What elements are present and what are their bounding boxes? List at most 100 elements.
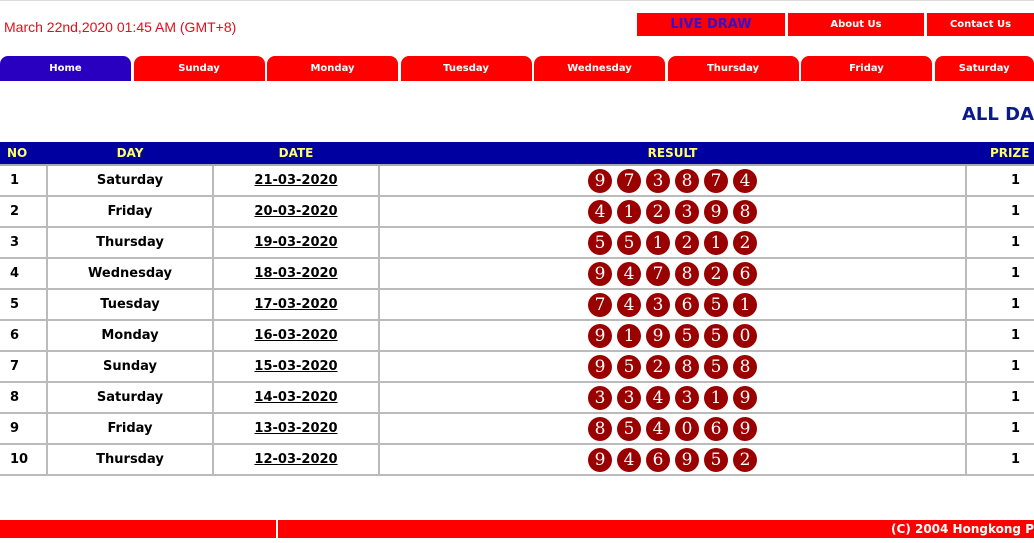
result-ball: 2: [675, 230, 699, 255]
row-date: 21-03-2020: [212, 165, 380, 197]
footer-left: [0, 520, 276, 538]
date-link[interactable]: 16-03-2020: [254, 328, 338, 343]
row-date: 17-03-2020: [212, 289, 380, 321]
result-ball: 9: [646, 323, 670, 348]
row-date: 19-03-2020: [212, 227, 380, 259]
row-no: 4: [0, 258, 48, 290]
result-ball: 4: [617, 292, 641, 317]
row-prize: 1: [965, 413, 1034, 445]
date-link[interactable]: 14-03-2020: [254, 390, 338, 405]
row-date: 13-03-2020: [212, 413, 380, 445]
result-ball: 7: [704, 168, 728, 193]
result-ball: 7: [588, 292, 612, 317]
results-table: NO DAY DATE RESULT PRIZE 1 Saturday 21-0…: [0, 142, 1034, 476]
contact-us-button[interactable]: Contact Us: [927, 13, 1034, 36]
result-ball: 1: [704, 385, 728, 410]
row-no: 8: [0, 382, 48, 414]
result-ball: 4: [646, 416, 670, 441]
row-prize: 1: [965, 227, 1034, 259]
col-no: NO: [0, 142, 47, 166]
result-ball: 5: [704, 292, 728, 317]
result-ball: 5: [675, 323, 699, 348]
row-day: Wednesday: [46, 258, 214, 290]
date-link[interactable]: 12-03-2020: [254, 452, 338, 467]
tab-wednesday[interactable]: Wednesday: [534, 56, 665, 81]
row-date: 16-03-2020: [212, 320, 380, 352]
row-no: 7: [0, 351, 48, 383]
result-ball: 9: [588, 168, 612, 193]
about-us-button[interactable]: About Us: [788, 13, 924, 36]
row-prize: 1: [965, 165, 1034, 197]
footer-right: (C) 2004 Hongkong P: [278, 520, 1034, 538]
row-prize: 1: [965, 351, 1034, 383]
date-link[interactable]: 20-03-2020: [254, 204, 338, 219]
row-day: Tuesday: [46, 289, 214, 321]
result-ball: 5: [617, 354, 641, 379]
row-day: Monday: [46, 320, 214, 352]
current-datetime: March 22nd,2020 01:45 AM (GMT+8): [4, 19, 237, 35]
row-no: 2: [0, 196, 48, 228]
result-ball: 5: [617, 416, 641, 441]
row-day: Friday: [46, 413, 214, 445]
result-ball: 9: [588, 261, 612, 286]
result-ball: 5: [588, 230, 612, 255]
result-ball: 1: [646, 230, 670, 255]
row-day: Saturday: [46, 165, 214, 197]
result-ball: 8: [675, 261, 699, 286]
result-ball: 4: [733, 168, 757, 193]
tab-saturday[interactable]: Saturday: [934, 56, 1034, 81]
row-no: 6: [0, 320, 48, 352]
date-link[interactable]: 19-03-2020: [254, 235, 338, 250]
top-divider: [0, 0, 1034, 1]
tab-home[interactable]: Home: [0, 56, 131, 81]
tab-monday[interactable]: Monday: [267, 56, 398, 81]
row-prize: 1: [965, 289, 1034, 321]
result-ball: 7: [617, 168, 641, 193]
row-day: Thursday: [46, 227, 214, 259]
row-date: 18-03-2020: [212, 258, 380, 290]
tab-sunday[interactable]: Sunday: [133, 56, 265, 81]
result-ball: 1: [704, 230, 728, 255]
result-ball: 4: [617, 261, 641, 286]
result-ball: 9: [733, 385, 757, 410]
tab-friday[interactable]: Friday: [801, 56, 932, 81]
result-ball: 0: [733, 323, 757, 348]
result-ball: 9: [588, 354, 612, 379]
tab-tuesday[interactable]: Tuesday: [400, 56, 532, 81]
result-ball: 3: [617, 385, 641, 410]
date-link[interactable]: 15-03-2020: [254, 359, 338, 374]
col-prize: PRIZE: [966, 142, 1034, 166]
date-link[interactable]: 18-03-2020: [254, 266, 338, 281]
row-no: 1: [0, 165, 48, 197]
row-date: 14-03-2020: [212, 382, 380, 414]
live-draw-button[interactable]: LIVE DRAW: [637, 13, 785, 36]
row-prize: 1: [965, 320, 1034, 352]
row-no: 9: [0, 413, 48, 445]
result-ball: 9: [588, 447, 612, 472]
result-ball: 3: [646, 168, 670, 193]
result-ball: 9: [704, 199, 728, 224]
tab-thursday[interactable]: Thursday: [667, 56, 799, 81]
result-ball: 3: [646, 292, 670, 317]
row-prize: 1: [965, 196, 1034, 228]
result-ball: 8: [588, 416, 612, 441]
copyright-text: (C) 2004 Hongkong P: [891, 522, 1034, 536]
date-link[interactable]: 21-03-2020: [254, 173, 338, 188]
row-day: Sunday: [46, 351, 214, 383]
date-link[interactable]: 17-03-2020: [254, 297, 338, 312]
date-link[interactable]: 13-03-2020: [254, 421, 338, 436]
